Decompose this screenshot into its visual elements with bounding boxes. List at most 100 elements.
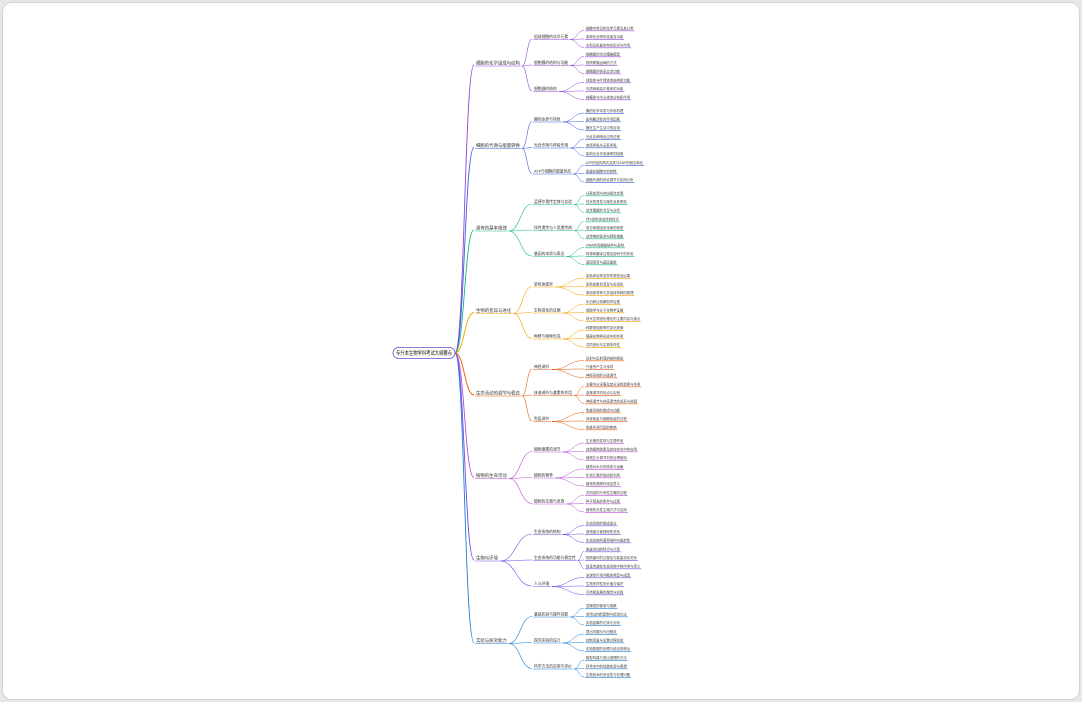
leaf-node-label[interactable]: 兴奋的产生与传导 xyxy=(586,364,614,369)
branch-node-label[interactable]: 植物的生命活动 xyxy=(476,472,507,479)
sub-node-label[interactable]: 细胞膜的结构与功能 xyxy=(534,60,568,65)
leaf-node-label[interactable]: 实验数据的处理与结论的得出 xyxy=(586,646,631,651)
leaf-node-label[interactable]: 酶的化学本质与作用机理 xyxy=(586,108,624,113)
sub-node-label[interactable]: 生物进化的证据 xyxy=(534,308,561,313)
leaf-node-label[interactable]: 植物对水分的吸收与运输 xyxy=(586,464,624,469)
sub-node-label[interactable]: 基因的本质与表达 xyxy=(534,251,565,256)
leaf-node-label[interactable]: 物质跨膜运输的方式 xyxy=(586,60,617,65)
leaf-node-label[interactable]: 矿质元素的吸收和利用 xyxy=(586,473,620,478)
sub-node-label[interactable]: 光合作用与呼吸作用 xyxy=(534,143,568,148)
leaf-node-label[interactable]: 全球性环境问题的类型与成因 xyxy=(586,573,631,578)
leaf-node-label[interactable]: 影响酶活性的环境因素 xyxy=(586,117,621,122)
leaf-node-label[interactable]: 酶在生产生活中的应用 xyxy=(586,125,620,130)
leaf-node-label[interactable]: 反射与反射弧的结构组成 xyxy=(586,356,624,361)
mind-map[interactable]: 专升本生物学科考试大纲要点 细胞的化学组成与结构 组成细胞的化学元素 细胞中常见的化… xyxy=(3,3,1079,699)
leaf-node-label[interactable]: 生物多样性的价值与保护 xyxy=(586,581,624,586)
sub-node-label[interactable]: 染色体变异 xyxy=(534,282,553,287)
branch-node-label[interactable]: 生命活动的调节与稳态 xyxy=(476,390,521,397)
leaf-node-label[interactable]: 有氧呼吸与无氧呼吸 xyxy=(586,143,617,148)
branch-node-label[interactable]: 细胞的代谢与能量转换 xyxy=(476,142,521,149)
leaf-node-label[interactable]: 各种化合物的含量及功能 xyxy=(586,34,624,39)
sub-node-label[interactable]: 细胞器的结构 xyxy=(534,86,557,91)
leaf-node-label[interactable]: ATP的结构简式及其与ADP的相互转化 xyxy=(586,160,644,165)
sub-node-label[interactable]: 人与环境 xyxy=(534,581,549,586)
leaf-node-label[interactable]: 科学史中的经典实验与思想 xyxy=(586,664,627,669)
leaf-node-label[interactable]: 分离定律与自由组合定律 xyxy=(586,191,624,196)
leaf-node-label[interactable]: 显微镜的使用与观察 xyxy=(586,603,617,608)
leaf-node-label[interactable]: 食物链与食物网的关系 xyxy=(586,529,621,534)
leaf-node-label[interactable]: 水和无机盐的存在形式与作用 xyxy=(586,43,630,48)
leaf-node-label[interactable]: 能量在细胞中的转换 xyxy=(586,169,617,174)
branch-node-label[interactable]: 实验与探究能力 xyxy=(476,637,507,644)
leaf-node-label[interactable]: 提出问题与作出假设 xyxy=(586,629,617,634)
leaf-node-label[interactable]: 可持续发展的理念与实践 xyxy=(586,590,624,595)
leaf-node-label[interactable]: DNA的双螺旋结构与复制 xyxy=(586,243,625,248)
leaf-node-label[interactable]: 隔离在物种形成中的作用 xyxy=(586,334,623,339)
sub-node-label[interactable]: ATP与细胞的能量供应 xyxy=(534,169,571,174)
leaf-node-label[interactable]: 性状的显性与隐性及其表现 xyxy=(586,199,627,204)
leaf-node-label[interactable]: 信息传递在生态系统中的作用与意义 xyxy=(586,564,641,569)
leaf-node-label[interactable]: 基因突变与基因重组 xyxy=(586,260,617,265)
leaf-node-label[interactable]: 植物的无性生殖方式与应用 xyxy=(586,507,627,512)
leaf-node-label[interactable]: 激素调节的特点与实例 xyxy=(586,390,621,395)
leaf-node-label[interactable]: 能量流动的特点与计算 xyxy=(586,547,621,552)
leaf-node-label[interactable]: 现代生物进化理论的主要内容与观点 xyxy=(586,316,641,321)
leaf-node-label[interactable]: 生态系统的组成成分 xyxy=(586,521,617,526)
sub-node-label[interactable]: 孟德尔遗传定律与实验 xyxy=(534,199,572,204)
leaf-node-label[interactable]: 化石和比较解剖学证据 xyxy=(586,299,621,304)
sub-node-label[interactable]: 植物激素的调节 xyxy=(534,447,561,452)
leaf-node-label[interactable]: 伴X染色体遗传的特点 xyxy=(586,217,619,222)
sub-node-label[interactable]: 神经调节 xyxy=(534,364,549,369)
leaf-node-label[interactable]: 物质循环的过程及与能量流动关系 xyxy=(586,555,637,560)
leaf-node-label[interactable]: 光反应和暗反应的过程 xyxy=(586,134,621,139)
leaf-node-label[interactable]: 花的结构与有性生殖的过程 xyxy=(586,490,627,495)
sub-node-label[interactable]: 体液调节与激素的作用 xyxy=(534,390,572,395)
branch-node-label[interactable]: 生物的变异与进化 xyxy=(476,307,512,314)
branch-node-label[interactable]: 遗传的基本规律 xyxy=(476,225,507,232)
leaf-node-label[interactable]: 共同进化与生物多样性 xyxy=(586,342,621,347)
leaf-node-label[interactable]: 神经调节与体液调节的关系与协调 xyxy=(586,399,637,404)
leaf-node-label[interactable]: 生长素的发现与生理作用 xyxy=(586,438,623,443)
leaf-node-label[interactable]: 模型构建与类比推理的方法 xyxy=(586,655,627,660)
sub-node-label[interactable]: 科学方法的应用与评价 xyxy=(534,664,572,669)
sub-node-label[interactable]: 基础实验与操作技能 xyxy=(534,612,568,617)
leaf-node-label[interactable]: 常用试剂的配制与检测方法 xyxy=(586,612,627,617)
sub-node-label[interactable]: 免疫调节 xyxy=(534,416,549,421)
sub-node-label[interactable]: 酶的本质与特性 xyxy=(534,117,561,122)
leaf-node-label[interactable]: 常见单基因遗传病的类型 xyxy=(586,225,624,230)
leaf-node-label[interactable]: 核糖体与中心体的分布和作用 xyxy=(586,95,630,100)
leaf-node-label[interactable]: 免疫失调引起的疾病 xyxy=(586,425,617,430)
sub-node-label[interactable]: 植物的营养 xyxy=(534,473,553,478)
leaf-node-label[interactable]: 植物的蒸腾作用及意义 xyxy=(586,481,621,486)
leaf-node-label[interactable]: 细胞中常见的化学元素及其分类 xyxy=(586,26,634,31)
sub-node-label[interactable]: 伴性遗传与人类遗传病 xyxy=(534,225,572,230)
sub-node-label[interactable]: 探究实验的设计 xyxy=(534,638,561,643)
root-node-label[interactable]: 专升本生物学科考试大纲要点 xyxy=(396,349,452,357)
leaf-node-label[interactable]: 染色体数目变异与多倍体 xyxy=(586,282,624,287)
sub-node-label[interactable]: 种群与物种形成 xyxy=(534,334,561,339)
sub-node-label[interactable]: 植物的生殖与发育 xyxy=(534,499,565,504)
sub-node-label[interactable]: 生态系统的功能与稳定性 xyxy=(534,555,576,560)
leaf-node-label[interactable]: 染色体结构变异的类型及后果 xyxy=(586,273,631,278)
leaf-node-label[interactable]: 线粒体与叶绿体的结构和功能 xyxy=(586,78,631,83)
leaf-node-label[interactable]: 体液免疫与细胞免疫的过程 xyxy=(586,416,627,421)
leaf-node-label[interactable]: 细胞膜的流动镶嵌模型 xyxy=(586,52,621,57)
leaf-node-label[interactable]: 神经系统的分级调节 xyxy=(586,373,617,378)
leaf-node-label[interactable]: 种群基因频率的变化规律 xyxy=(586,325,624,330)
branch-node-label[interactable]: 细胞的化学组成与结构 xyxy=(476,60,521,67)
leaf-node-label[interactable]: 免疫系统的组成与功能 xyxy=(586,408,621,413)
branch-node-label[interactable]: 生物与环境 xyxy=(476,555,499,562)
leaf-node-label[interactable]: 其他植物激素及其在农业中的应用 xyxy=(586,447,637,452)
leaf-node-label[interactable]: 生物技术的安全性与伦理问题 xyxy=(586,672,631,677)
leaf-node-label[interactable]: 遗传图解的书写与分析 xyxy=(586,208,621,213)
root-node-box[interactable] xyxy=(392,347,456,359)
leaf-node-label[interactable]: 胚胎学与分子生物学证据 xyxy=(586,308,624,313)
leaf-node-label[interactable]: 细胞膜的信息交流功能 xyxy=(586,69,621,74)
leaf-node-label[interactable]: 内质网和高尔基体的功能 xyxy=(586,86,624,91)
leaf-node-label[interactable]: 生态系统的营养结构与稳定性 xyxy=(586,538,631,543)
leaf-node-label[interactable]: 单倍体育种与多倍体育种的原理 xyxy=(586,290,634,295)
leaf-node-label[interactable]: 控制变量与设置对照实验 xyxy=(586,638,624,643)
leaf-node-label[interactable]: 种子萌发的条件与过程 xyxy=(586,499,621,504)
leaf-node-label[interactable]: 细胞代谢的综合调节与实例分析 xyxy=(586,177,634,182)
leaf-node-label[interactable]: 转录和翻译过程及密码子的作用 xyxy=(586,251,633,256)
